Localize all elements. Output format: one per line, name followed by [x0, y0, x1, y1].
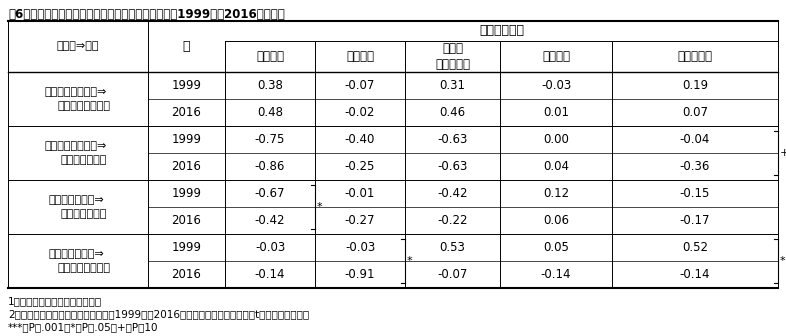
Text: -0.27: -0.27: [345, 214, 375, 227]
Text: 技術・
知識の活用: 技術・ 知識の活用: [435, 42, 470, 71]
Text: ブルーカラー職⇒: ブルーカラー職⇒: [48, 195, 104, 205]
Text: 0.00: 0.00: [543, 133, 569, 146]
Text: -0.75: -0.75: [255, 133, 285, 146]
Text: 0.53: 0.53: [439, 241, 465, 254]
Text: 0.05: 0.05: [543, 241, 569, 254]
Text: ***；P＜.001、*；P＜.05、+；P＜10: ***；P＜.001、*；P＜.05、+；P＜10: [8, 322, 159, 332]
Text: -0.91: -0.91: [345, 268, 375, 281]
Text: 仕事満足度: 仕事満足度: [678, 50, 712, 63]
Text: 0.48: 0.48: [257, 106, 283, 119]
Text: +: +: [780, 148, 786, 158]
Text: 0.07: 0.07: [682, 106, 708, 119]
Text: -0.63: -0.63: [437, 160, 468, 173]
Text: -0.04: -0.04: [680, 133, 711, 146]
Text: 仕事要求: 仕事要求: [346, 50, 374, 63]
Text: 2016: 2016: [171, 106, 201, 119]
Text: -0.42: -0.42: [437, 187, 468, 200]
Text: -0.07: -0.07: [345, 79, 375, 92]
Text: 0.38: 0.38: [257, 79, 283, 92]
Text: -0.03: -0.03: [255, 241, 285, 254]
Text: 失業不安: 失業不安: [542, 50, 570, 63]
Text: 自由裁量: 自由裁量: [256, 50, 284, 63]
Text: *: *: [407, 256, 413, 266]
Text: 1）スコアはすべて標準化した。: 1）スコアはすべて標準化した。: [8, 296, 102, 306]
Text: 年: 年: [183, 40, 190, 53]
Text: 0.19: 0.19: [682, 79, 708, 92]
Text: 2016: 2016: [171, 214, 201, 227]
Text: -0.01: -0.01: [345, 187, 375, 200]
Text: -0.14: -0.14: [255, 268, 285, 281]
Text: 表6：最長職と現職との職種移動別にみた仕事特性：1999年と2016年の比較: 表6：最長職と現職との職種移動別にみた仕事特性：1999年と2016年の比較: [8, 8, 285, 21]
Text: 0.31: 0.31: [439, 79, 465, 92]
Text: -0.14: -0.14: [680, 268, 711, 281]
Text: -0.22: -0.22: [437, 214, 468, 227]
Text: -0.14: -0.14: [541, 268, 571, 281]
Text: 0.04: 0.04: [543, 160, 569, 173]
Text: ホワイトカラー職⇒: ホワイトカラー職⇒: [45, 87, 107, 97]
Text: 0.52: 0.52: [682, 241, 708, 254]
Text: ホワイトカラー職: ホワイトカラー職: [57, 101, 111, 111]
Text: -0.15: -0.15: [680, 187, 711, 200]
Text: -0.17: -0.17: [680, 214, 711, 227]
Text: -0.03: -0.03: [345, 241, 375, 254]
Text: 0.06: 0.06: [543, 214, 569, 227]
Text: -0.42: -0.42: [255, 214, 285, 227]
Text: 2016: 2016: [171, 268, 201, 281]
Text: 仕事特性１）: 仕事特性１）: [479, 25, 524, 38]
Text: 0.12: 0.12: [543, 187, 569, 200]
Text: -0.36: -0.36: [680, 160, 711, 173]
Text: 最長職⇒現職: 最長職⇒現職: [57, 42, 99, 51]
Text: 2016: 2016: [171, 160, 201, 173]
Text: -0.67: -0.67: [255, 187, 285, 200]
Text: ホワイトカラー職⇒: ホワイトカラー職⇒: [45, 141, 107, 151]
Text: -0.40: -0.40: [345, 133, 375, 146]
Text: 1999: 1999: [171, 187, 201, 200]
Text: -0.03: -0.03: [541, 79, 571, 92]
Text: 1999: 1999: [171, 79, 201, 92]
Text: -0.25: -0.25: [345, 160, 375, 173]
Text: -0.86: -0.86: [255, 160, 285, 173]
Text: 1999: 1999: [171, 133, 201, 146]
Text: 1999: 1999: [171, 241, 201, 254]
Text: *: *: [780, 256, 786, 266]
Text: *: *: [317, 202, 322, 212]
Text: 2）仕事特性の指標ごとに、平均値が1999年と2016年で有意に異なるか否かはt検定で評価した。: 2）仕事特性の指標ごとに、平均値が1999年と2016年で有意に異なるか否かはt…: [8, 309, 309, 319]
Text: ブルーカラー職: ブルーカラー職: [61, 155, 107, 165]
Text: -0.02: -0.02: [345, 106, 375, 119]
Text: 0.46: 0.46: [439, 106, 465, 119]
Text: 0.01: 0.01: [543, 106, 569, 119]
Text: ブルーカラー職: ブルーカラー職: [61, 209, 107, 219]
Text: ホワイトカラー職: ホワイトカラー職: [57, 263, 111, 273]
Text: -0.63: -0.63: [437, 133, 468, 146]
Text: -0.07: -0.07: [437, 268, 468, 281]
Text: ブルーカラー職⇒: ブルーカラー職⇒: [48, 249, 104, 259]
